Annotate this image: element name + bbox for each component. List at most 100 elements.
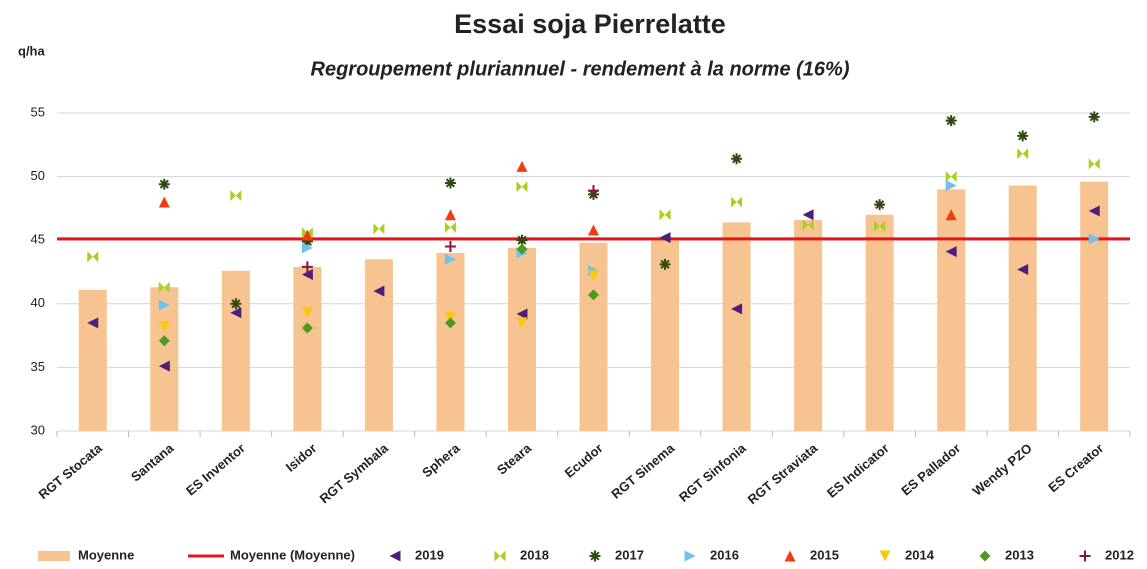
legend-label: 2016 <box>710 547 739 562</box>
y-tick-label: 50 <box>31 168 45 183</box>
x-tick-label: RGT Stocata <box>35 440 105 502</box>
bar <box>150 287 179 431</box>
marker <box>516 181 528 193</box>
legend-marker <box>784 550 796 562</box>
y-axis-label: q/ha <box>18 43 45 58</box>
bar <box>221 270 250 431</box>
x-tick-label: RGT Sinfonia <box>676 440 749 505</box>
marker <box>731 303 743 315</box>
legend-label: 2014 <box>905 547 935 562</box>
marker <box>659 209 671 221</box>
marker <box>301 307 313 319</box>
marker <box>516 234 528 246</box>
marker <box>301 242 313 254</box>
marker <box>87 251 99 263</box>
legend-label: 2018 <box>520 547 549 562</box>
legend-swatch <box>38 551 70 561</box>
marker <box>444 177 456 189</box>
legend-marker <box>1079 550 1091 562</box>
marker <box>301 229 313 241</box>
bar <box>364 259 393 431</box>
x-tick-label: Ecudor <box>562 440 606 480</box>
marker <box>301 261 313 273</box>
legend-label: Moyenne (Moyenne) <box>230 547 355 562</box>
marker <box>301 235 313 247</box>
marker <box>373 285 385 297</box>
marker <box>874 220 886 232</box>
bar <box>436 252 465 431</box>
marker <box>158 360 170 372</box>
legend-label: 2013 <box>1005 547 1034 562</box>
bar <box>651 238 680 431</box>
marker <box>516 317 528 329</box>
marker <box>1088 205 1100 217</box>
marker <box>731 196 743 208</box>
chart-title: Essai soja Pierrelatte <box>454 9 726 39</box>
marker <box>588 224 599 236</box>
marker <box>802 219 814 231</box>
x-tick-label: Steara <box>494 440 535 478</box>
marker <box>945 180 957 192</box>
marker <box>588 185 599 197</box>
marker <box>444 209 456 221</box>
marker <box>945 115 957 127</box>
marker <box>516 160 528 172</box>
bar <box>937 189 966 431</box>
y-tick-label: 55 <box>31 104 45 119</box>
bar <box>722 222 751 431</box>
legend-marker <box>494 550 506 562</box>
marker <box>230 307 242 319</box>
marker <box>158 178 170 190</box>
marker <box>659 232 671 244</box>
x-tick-label: RGT Straviata <box>745 440 821 507</box>
marker <box>516 308 528 320</box>
x-tick-label: ES Creator <box>1045 440 1106 495</box>
marker <box>588 270 599 282</box>
marker <box>802 209 814 221</box>
legend-label: Moyenne <box>78 547 134 562</box>
marker <box>1017 130 1029 142</box>
marker <box>373 223 385 235</box>
y-tick-label: 45 <box>31 232 45 247</box>
marker <box>158 281 170 293</box>
marker <box>1017 263 1029 275</box>
marker <box>945 246 957 258</box>
x-tick-label: RGT Sinema <box>608 440 677 502</box>
marker <box>1088 111 1100 123</box>
x-tick-label: Isidor <box>283 440 320 474</box>
marker <box>874 199 886 211</box>
y-tick-label: 30 <box>31 422 45 437</box>
y-tick-label: 40 <box>31 295 45 310</box>
y-tick-label: 35 <box>31 359 45 374</box>
marker <box>301 322 313 334</box>
bar <box>507 247 536 431</box>
marker <box>158 196 170 208</box>
marker <box>659 258 671 270</box>
marker <box>444 317 456 329</box>
legend-label: 2015 <box>810 547 839 562</box>
marker <box>1088 233 1100 245</box>
x-tick-label: ES Pallador <box>898 440 963 498</box>
marker <box>588 289 599 301</box>
marker <box>945 209 957 221</box>
legend-marker <box>979 550 991 562</box>
bar <box>1080 181 1109 431</box>
x-tick-label: ES Indicator <box>824 440 892 500</box>
marker <box>158 321 170 333</box>
marker <box>230 190 242 202</box>
marker <box>158 299 170 311</box>
bar <box>865 214 894 431</box>
legend-label: 2017 <box>615 547 644 562</box>
legend-marker <box>389 550 401 562</box>
marker <box>158 335 170 347</box>
bar <box>293 266 322 431</box>
x-tick-label: Sphera <box>419 440 463 480</box>
bar <box>1008 185 1037 431</box>
marker <box>230 298 242 310</box>
legend-marker <box>879 550 891 562</box>
bar <box>78 289 107 431</box>
legend-label: 2012 <box>1105 547 1134 562</box>
marker <box>1017 148 1029 160</box>
chart-subtitle: Regroupement pluriannuel - rendement à l… <box>311 58 850 80</box>
